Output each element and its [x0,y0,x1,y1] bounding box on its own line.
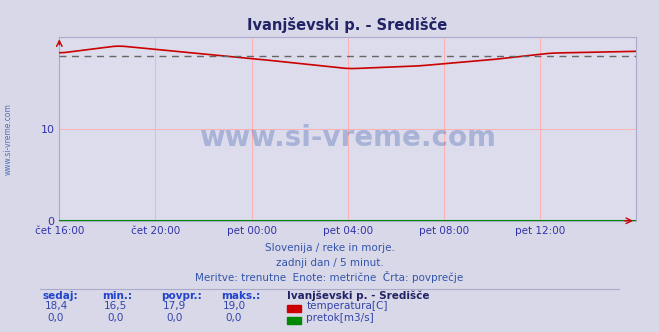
Text: 17,9: 17,9 [163,301,186,311]
Text: 0,0: 0,0 [167,313,183,323]
Text: povpr.:: povpr.: [161,291,202,301]
Text: Slovenija / reke in morje.: Slovenija / reke in morje. [264,243,395,253]
Text: Meritve: trenutne  Enote: metrične  Črta: povprečje: Meritve: trenutne Enote: metrične Črta: … [195,271,464,283]
Text: 0,0: 0,0 [226,313,242,323]
Text: pretok[m3/s]: pretok[m3/s] [306,313,374,323]
Text: zadnji dan / 5 minut.: zadnji dan / 5 minut. [275,258,384,268]
Text: 0,0: 0,0 [48,313,64,323]
Text: 18,4: 18,4 [44,301,68,311]
Text: www.si-vreme.com: www.si-vreme.com [4,104,13,175]
Text: 0,0: 0,0 [107,313,123,323]
Text: sedaj:: sedaj: [43,291,78,301]
Text: 19,0: 19,0 [222,301,246,311]
Text: Ivanjševski p. - Središče: Ivanjševski p. - Središče [287,290,429,301]
Text: maks.:: maks.: [221,291,260,301]
Text: www.si-vreme.com: www.si-vreme.com [199,124,496,152]
Text: 16,5: 16,5 [103,301,127,311]
Text: temperatura[C]: temperatura[C] [306,301,388,311]
Title: Ivanjševski p. - Središče: Ivanjševski p. - Središče [248,17,447,33]
Text: min.:: min.: [102,291,132,301]
